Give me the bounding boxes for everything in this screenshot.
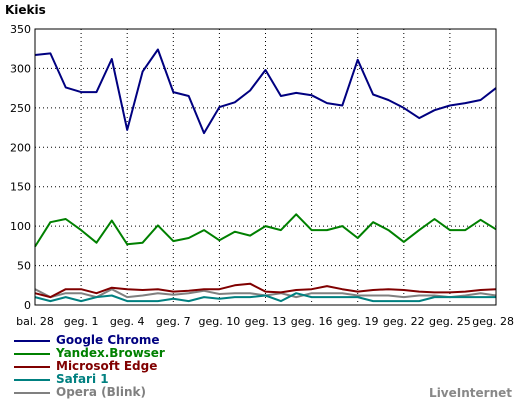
x-tick-label: geg. 28 xyxy=(472,315,514,328)
legend-label: Microsoft Edge xyxy=(56,359,158,373)
legend-item: Opera (Blink) xyxy=(14,386,165,399)
x-tick-label: geg. 13 xyxy=(245,315,287,328)
y-tick-label: 350 xyxy=(10,23,31,36)
legend-item: Safari 1 xyxy=(14,373,165,386)
x-tick-label: geg. 7 xyxy=(156,315,191,328)
x-tick-label: bal. 28 xyxy=(16,315,54,328)
x-tick-label: geg. 22 xyxy=(383,315,425,328)
legend-swatch xyxy=(14,378,50,381)
series-line-yandex-browser xyxy=(34,213,497,248)
legend-item: Google Chrome xyxy=(14,334,165,347)
series-line-safari-1 xyxy=(34,292,496,303)
legend: Google Chrome Yandex.Browser Microsoft Edg… xyxy=(14,334,165,399)
grid xyxy=(35,29,496,305)
y-tick-label: 200 xyxy=(10,141,31,154)
series-line-microsoft-edge xyxy=(34,282,497,299)
y-ticks: 0 50 100 150 200 250 300 350 xyxy=(10,23,31,312)
series-line-google-chrome xyxy=(34,48,497,135)
x-tick-label: geg. 16 xyxy=(291,315,333,328)
y-tick-label: 250 xyxy=(10,102,31,115)
legend-label: Opera (Blink) xyxy=(56,385,146,399)
y-tick-label: 150 xyxy=(10,181,31,194)
legend-swatch xyxy=(14,391,50,394)
y-tick-label: 0 xyxy=(24,299,31,312)
series-group xyxy=(34,48,497,303)
legend-swatch xyxy=(14,365,50,368)
y-tick-label: 300 xyxy=(10,62,31,75)
x-tick-label: geg. 25 xyxy=(429,315,471,328)
legend-item: Yandex.Browser xyxy=(14,347,165,360)
y-axis-title: Kiekis xyxy=(5,3,46,17)
y-tick-label: 100 xyxy=(10,220,31,233)
x-tick-label: geg. 4 xyxy=(110,315,145,328)
legend-item: Microsoft Edge xyxy=(14,360,165,373)
legend-label: Safari 1 xyxy=(56,372,109,386)
y-tick-label: 50 xyxy=(17,260,31,273)
legend-label: Yandex.Browser xyxy=(56,346,165,360)
plot-frame xyxy=(34,28,497,306)
legend-swatch xyxy=(14,352,50,355)
legend-label: Google Chrome xyxy=(56,333,160,347)
x-tick-label: geg. 19 xyxy=(337,315,379,328)
liveinternet-logo-text: LiveInternet xyxy=(429,386,512,400)
x-ticks: bal. 28 geg. 1 geg. 4 geg. 7 geg. 10 geg. 13 g… xyxy=(16,315,514,328)
x-tick-label: geg. 10 xyxy=(199,315,241,328)
legend-swatch xyxy=(14,339,50,342)
x-tick-label: geg. 1 xyxy=(64,315,99,328)
